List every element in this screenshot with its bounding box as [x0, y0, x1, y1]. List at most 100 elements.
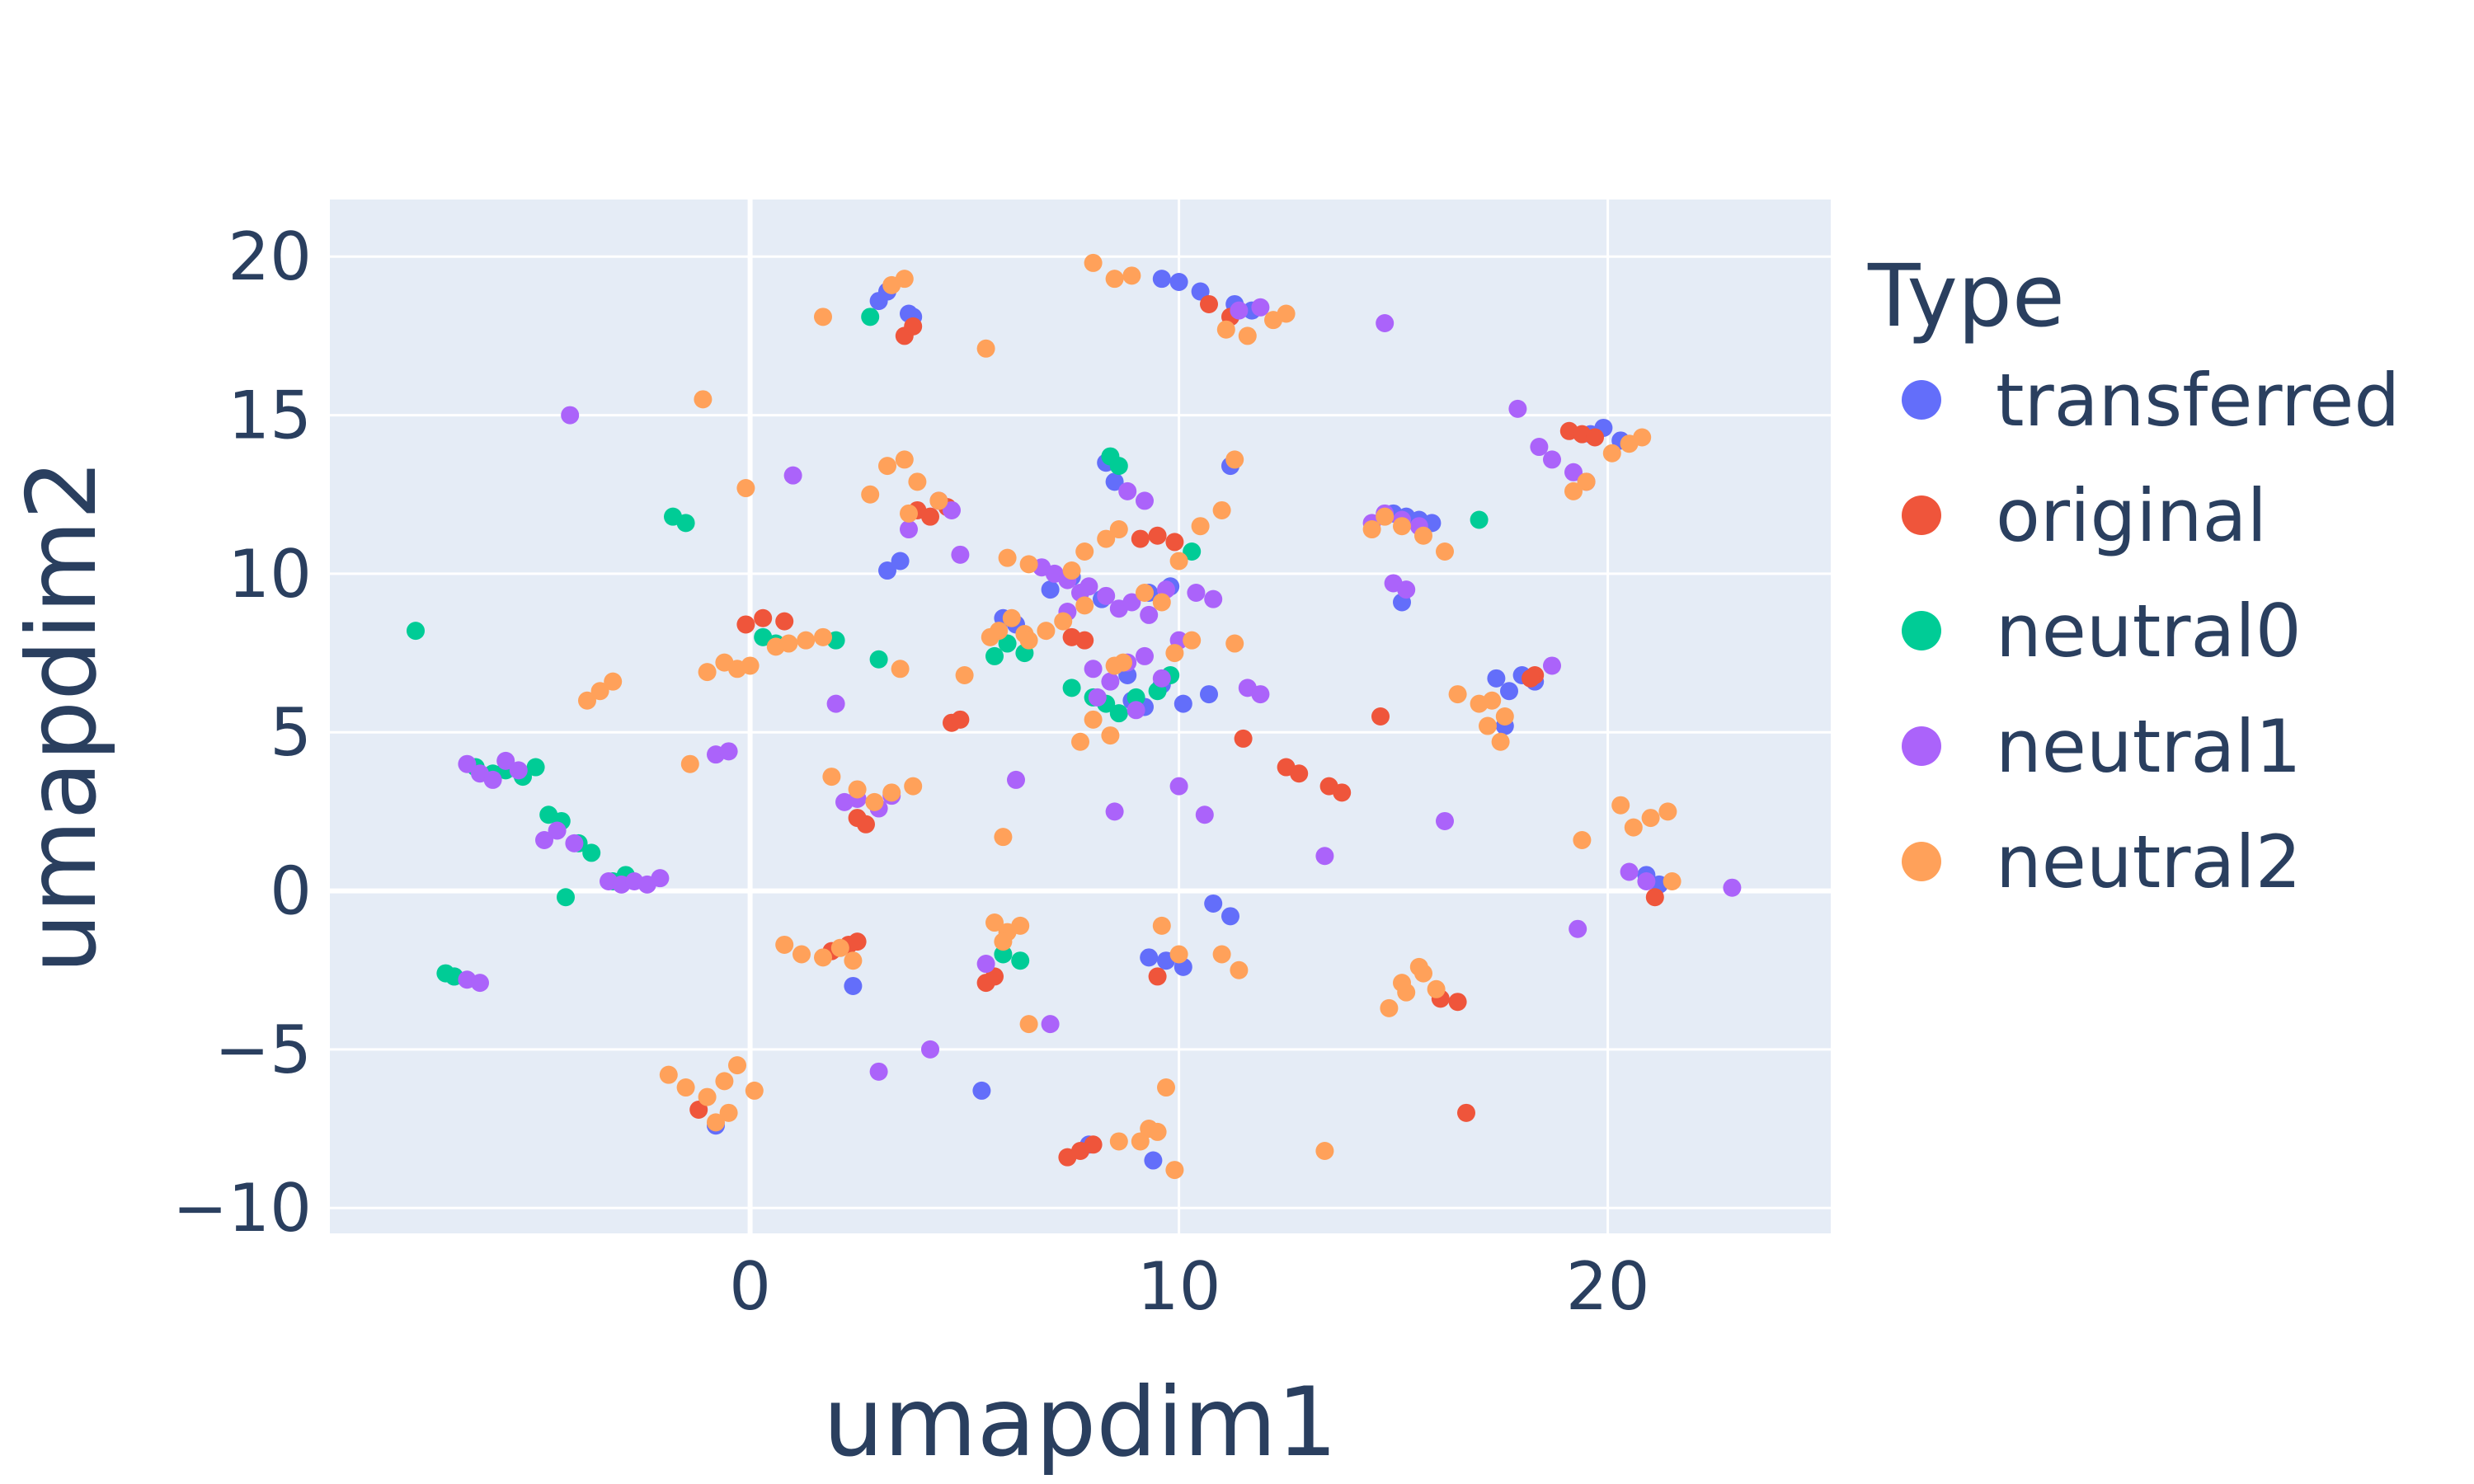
data-point: [1277, 304, 1296, 323]
legend-item-neutral1[interactable]: neutral1: [1902, 704, 2302, 789]
data-point: [578, 691, 596, 710]
data-point: [976, 955, 995, 974]
data-point: [719, 1103, 738, 1122]
data-point: [1495, 707, 1514, 726]
data-point: [1380, 998, 1399, 1017]
data-point: [1611, 796, 1630, 815]
data-point: [1105, 656, 1124, 675]
data-point: [891, 552, 910, 571]
data-point: [1487, 669, 1506, 688]
data-point: [1075, 631, 1094, 650]
data-point: [1126, 701, 1145, 720]
data-point: [951, 545, 970, 564]
data-point: [1002, 608, 1021, 627]
data-point: [1071, 732, 1089, 751]
data-point: [741, 656, 760, 675]
legend-item-transferred[interactable]: transferred: [1902, 358, 2400, 443]
data-point: [651, 869, 670, 888]
data-point: [680, 754, 699, 773]
data-point: [998, 634, 1017, 653]
data-point: [676, 1078, 695, 1097]
data-point: [844, 976, 863, 995]
data-point: [1230, 301, 1249, 320]
data-point: [861, 485, 880, 504]
data-point: [1586, 428, 1604, 447]
legend-label: neutral0: [1996, 589, 2302, 674]
data-point: [921, 1040, 939, 1059]
data-point: [797, 631, 816, 650]
legend-marker: [1902, 726, 1941, 766]
data-point: [1569, 919, 1587, 938]
data-point: [1118, 481, 1137, 500]
y-tick-label: 20: [228, 218, 312, 295]
data-point: [1109, 457, 1128, 476]
x-tick-label: 20: [1566, 1248, 1650, 1325]
data-point: [1225, 634, 1244, 653]
data-point: [779, 634, 798, 653]
legend-item-neutral0[interactable]: neutral0: [1902, 589, 2302, 674]
data-point: [1448, 993, 1467, 1012]
data-point: [775, 612, 794, 631]
data-point: [844, 951, 863, 970]
data-point: [985, 967, 1004, 986]
grid-lines: [330, 200, 1831, 1233]
y-tick-label: 10: [228, 536, 312, 613]
data-point: [698, 1087, 717, 1106]
data-point: [715, 1072, 734, 1091]
data-point: [1641, 809, 1660, 828]
data-point: [1165, 533, 1184, 552]
data-point: [1195, 805, 1214, 824]
legend-label: transferred: [1996, 358, 2400, 443]
data-point: [1187, 583, 1206, 602]
data-point: [1148, 526, 1167, 545]
data-point: [1204, 589, 1223, 608]
data-point: [1414, 526, 1432, 545]
legend-item-original[interactable]: original: [1902, 473, 2267, 558]
data-point: [1122, 266, 1141, 285]
data-point: [1019, 555, 1038, 574]
data-point: [861, 308, 880, 326]
data-point: [1062, 561, 1081, 580]
data-point: [754, 608, 773, 627]
data-point: [745, 1081, 764, 1100]
data-point: [891, 660, 910, 679]
series-original: [689, 294, 1664, 1167]
data-point: [694, 390, 713, 409]
data-point: [1290, 764, 1309, 783]
data-point: [1084, 1135, 1103, 1154]
data-point: [1075, 542, 1094, 561]
data-point: [1448, 685, 1467, 704]
data-point: [1409, 957, 1428, 976]
data-point: [736, 479, 755, 498]
data-point: [1019, 631, 1038, 650]
legend-items: transferred original neutral0 neutral1 neutr…: [1902, 358, 2400, 904]
data-point: [1097, 586, 1116, 605]
data-point: [1315, 1141, 1334, 1160]
legend-label: original: [1996, 473, 2267, 558]
data-point: [1169, 777, 1188, 796]
data-point: [1011, 951, 1030, 970]
data-point: [994, 828, 1013, 847]
data-point: [1169, 552, 1188, 571]
data-point: [526, 758, 545, 777]
data-point: [882, 783, 901, 802]
data-point: [1624, 818, 1643, 837]
legend-item-neutral2[interactable]: neutral2: [1902, 819, 2302, 904]
data-point: [1530, 438, 1549, 457]
data-point: [590, 682, 609, 701]
data-point: [659, 1065, 678, 1084]
data-point: [1427, 979, 1446, 998]
data-point: [458, 754, 477, 773]
data-point: [1097, 529, 1116, 548]
data-point: [483, 770, 502, 789]
data-point: [878, 457, 896, 476]
data-point: [1174, 694, 1192, 713]
data-point: [1238, 326, 1257, 345]
data-point: [1136, 491, 1154, 510]
data-point: [689, 1100, 708, 1119]
data-point: [1157, 1078, 1175, 1097]
data-point: [1011, 916, 1030, 935]
data-point: [1088, 688, 1107, 707]
data-point: [943, 500, 961, 519]
data-point: [1148, 967, 1167, 986]
